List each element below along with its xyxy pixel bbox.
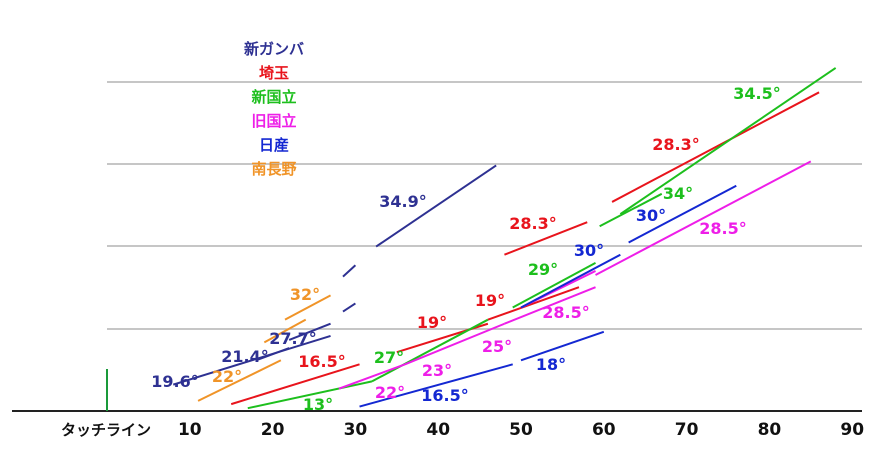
x-tick-label: 40 xyxy=(426,420,450,440)
segment-nissan xyxy=(628,184,737,244)
angle-label-nissan: 30° xyxy=(636,206,666,225)
angle-label-minami-nagano: 22° xyxy=(212,367,242,386)
x-tick-label: 50 xyxy=(509,420,533,440)
x-tick-label: 80 xyxy=(758,420,782,440)
segment-new-gamba xyxy=(342,264,357,278)
gridlines xyxy=(107,81,862,330)
segment-minami-nagano xyxy=(284,294,332,321)
angle-label-old-national: 25° xyxy=(482,337,512,356)
segment-nissan xyxy=(520,330,605,362)
segment-new-gamba xyxy=(342,302,356,313)
stand-segments xyxy=(172,67,837,410)
angle-label-new-national: 34.5° xyxy=(733,84,780,103)
x-tick-label: 30 xyxy=(344,420,368,440)
x-tick-label: 10 xyxy=(178,420,202,440)
angle-label-new-gamba: 21.4° xyxy=(221,347,268,366)
segment-new-national xyxy=(512,261,596,309)
segment-saitama xyxy=(504,221,588,256)
angle-label-nissan: 18° xyxy=(536,355,566,374)
angle-label-new-gamba: 27.7° xyxy=(269,329,316,348)
angle-label-saitama: 28.3° xyxy=(509,214,556,233)
angle-label-new-national: 13° xyxy=(303,395,333,414)
angle-label-old-national: 23° xyxy=(422,361,452,380)
x-tick-label: 60 xyxy=(592,420,616,440)
segment-saitama xyxy=(487,286,580,321)
legend-item-old-national: 旧国立 xyxy=(251,112,297,130)
segment-new-gamba xyxy=(288,322,331,341)
angle-label-old-national: 28.5° xyxy=(699,219,746,238)
angle-label-new-national: 34° xyxy=(663,184,693,203)
angle-label-saitama: 19° xyxy=(417,313,447,332)
segment-minami-nagano xyxy=(263,318,307,344)
angle-label-new-gamba: 34.9° xyxy=(379,192,426,211)
segment-new-national xyxy=(599,192,663,228)
angle-label-new-gamba: 19.6° xyxy=(151,372,198,391)
angle-label-saitama: 16.5° xyxy=(298,352,345,371)
x-tick-label: 70 xyxy=(675,420,699,440)
legend-item-new-gamba: 新ガンバ xyxy=(243,40,305,58)
segment-old-national xyxy=(504,286,596,325)
touchline-label: タッチライン xyxy=(61,421,151,439)
angle-label-saitama: 28.3° xyxy=(652,135,699,154)
angle-label-nissan: 16.5° xyxy=(421,386,468,405)
segment-new-national xyxy=(371,318,489,383)
legend-item-saitama: 埼玉 xyxy=(258,64,290,82)
angle-label-nissan: 30° xyxy=(574,241,604,260)
segment-new-gamba xyxy=(172,334,331,386)
segment-old-national xyxy=(595,160,812,276)
segment-saitama xyxy=(611,91,820,203)
angle-label-minami-nagano: 32° xyxy=(290,285,320,304)
legend-item-nissan: 日産 xyxy=(258,136,290,154)
segment-saitama xyxy=(230,363,360,406)
segment-new-national xyxy=(619,67,837,215)
segment-old-national xyxy=(338,363,406,390)
segment-old-national xyxy=(404,322,505,366)
angle-label-saitama: 19° xyxy=(475,291,505,310)
legend-item-new-national: 新国立 xyxy=(251,88,297,106)
segment-new-national xyxy=(247,380,373,410)
angle-label-old-national: 22° xyxy=(375,383,405,402)
stand-angle-labels: 19.6° 21.4°27.7° 34.9° 16.5° 19° 19° 28.3° 28.3… xyxy=(151,84,780,414)
x-tick-label: 20 xyxy=(261,420,285,440)
segment-new-gamba xyxy=(375,164,497,248)
angle-label-new-national: 29° xyxy=(528,260,558,279)
segment-nissan xyxy=(359,363,513,408)
segment-new-gamba xyxy=(255,347,290,362)
legend-item-minami-nagano: 南長野 xyxy=(251,160,297,178)
x-tick-label: 90 xyxy=(840,420,864,440)
x-axis-ticks: 10 20 30 40 50 60 70 80 90 xyxy=(178,420,864,440)
angle-label-old-national: 28.5° xyxy=(542,303,589,322)
segment-nissan xyxy=(520,253,621,309)
angle-label-new-national: 27° xyxy=(374,348,404,367)
segment-minami-nagano xyxy=(197,359,282,402)
